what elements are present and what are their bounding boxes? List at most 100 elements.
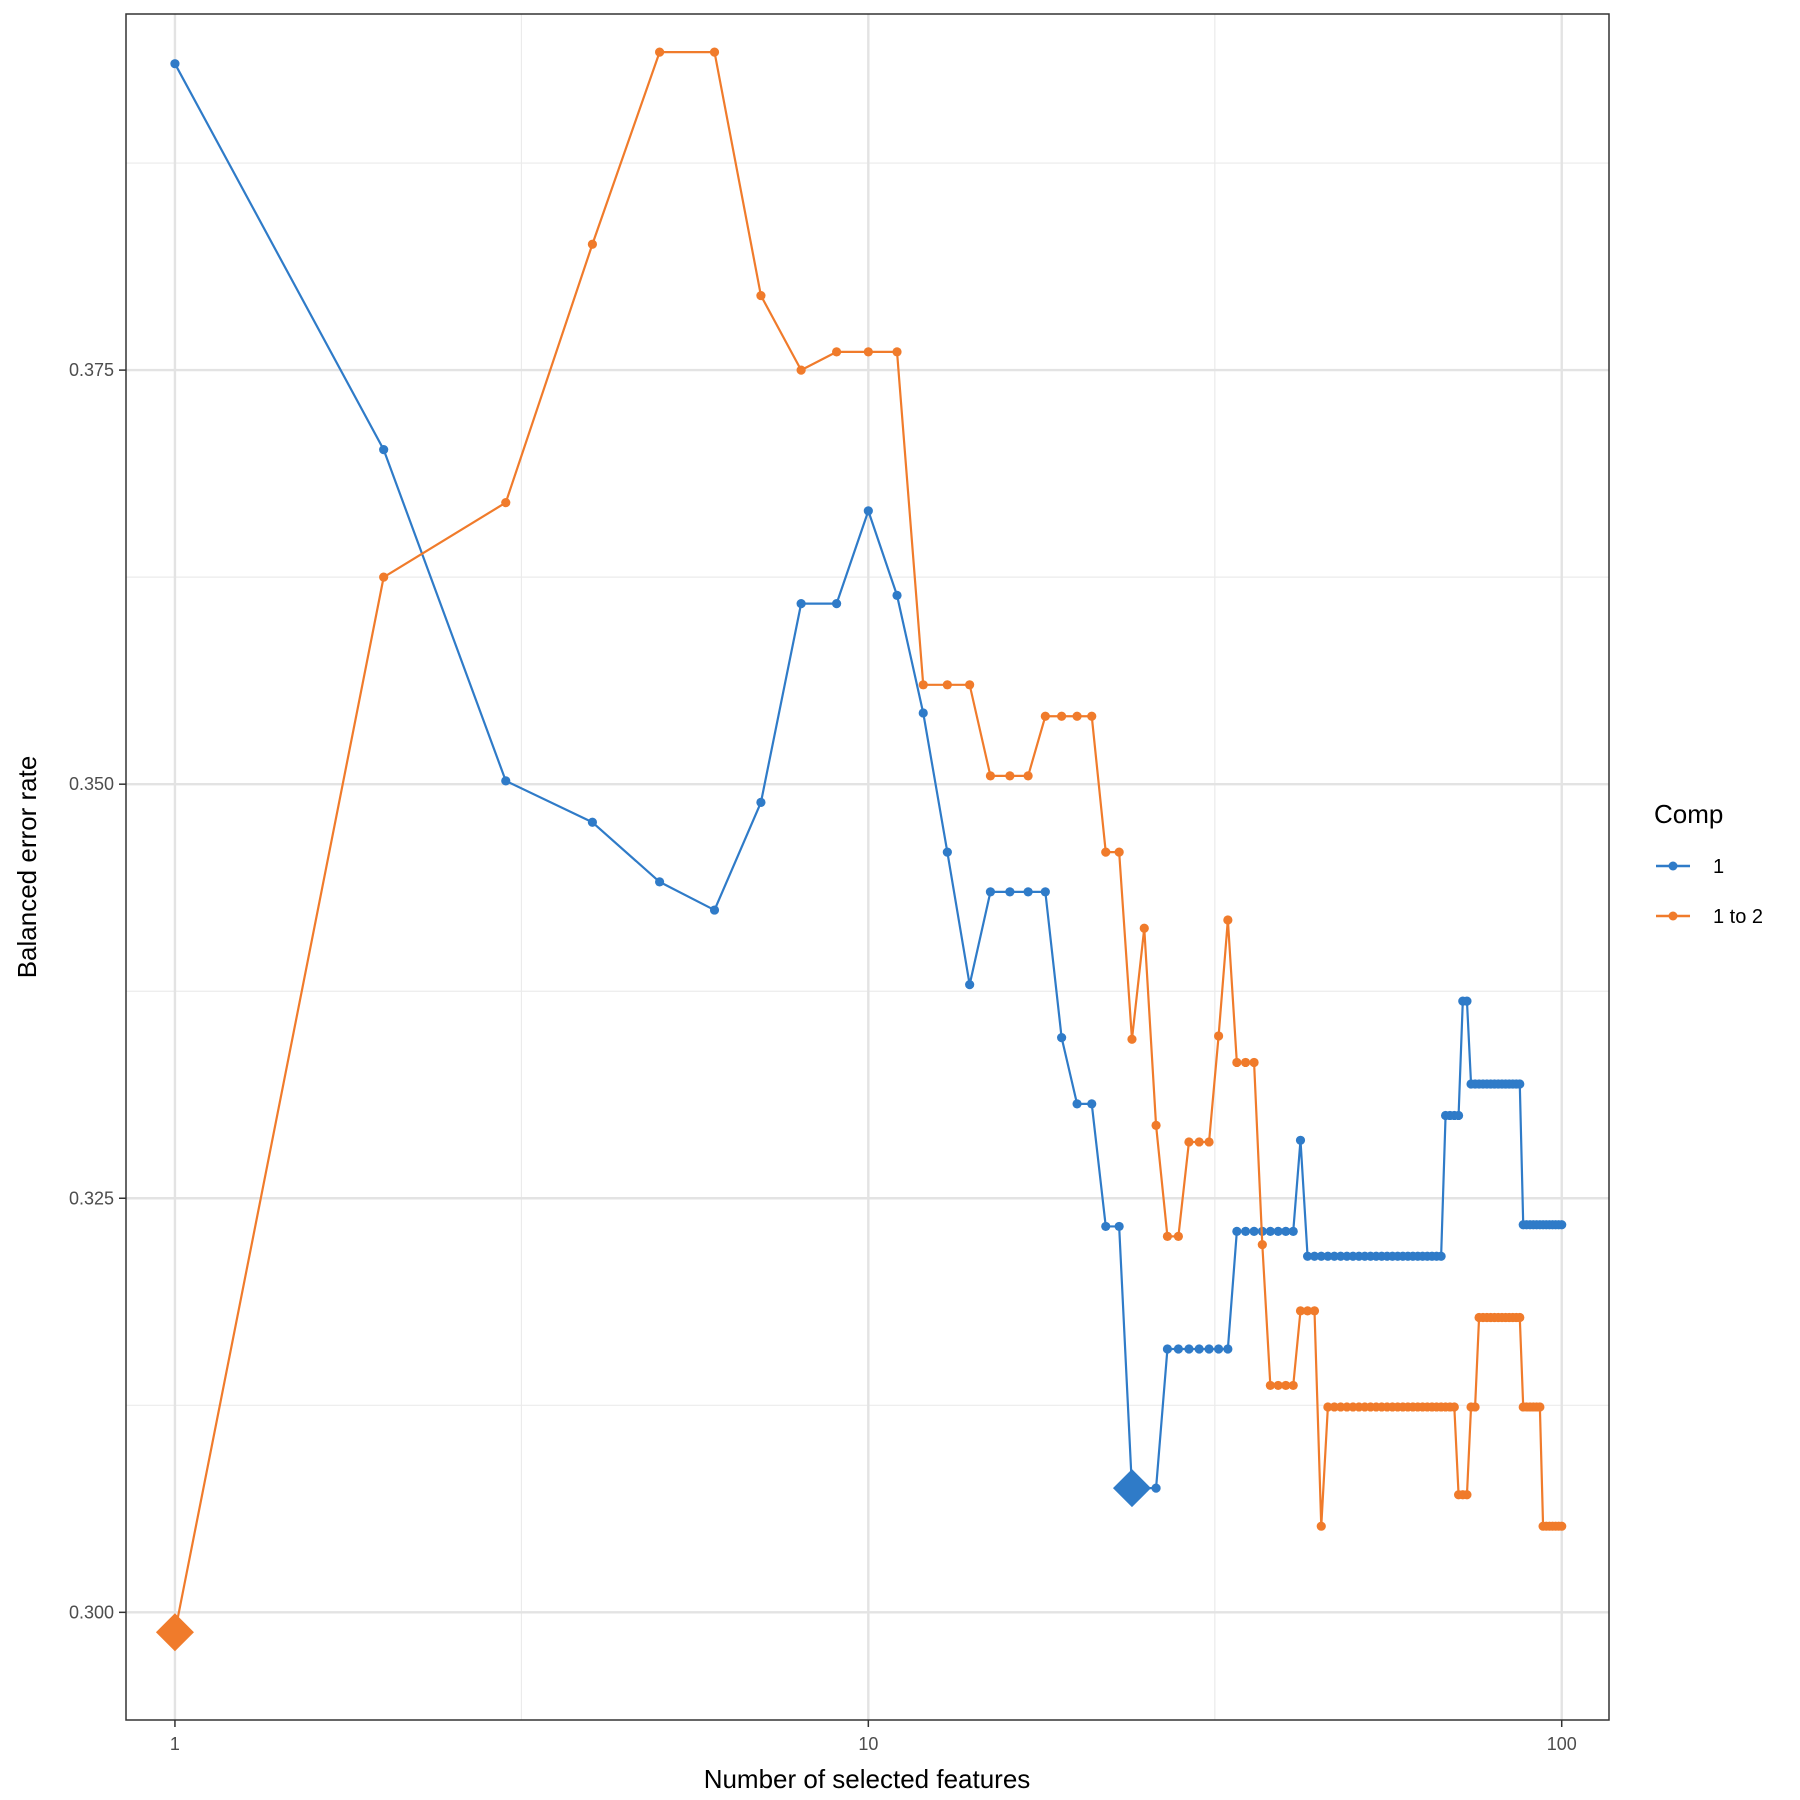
data-point [1223, 1344, 1233, 1354]
data-point [1101, 1221, 1111, 1232]
data-point [1309, 1306, 1320, 1316]
data-point [1005, 771, 1015, 781]
data-point [863, 347, 873, 357]
data-point [942, 847, 952, 857]
data-point [1114, 847, 1124, 857]
series-1-to-2 [155, 47, 1567, 1652]
grid-lines [126, 14, 1609, 1720]
legend-item-1-to-2: 1 to 2 [1656, 906, 1763, 928]
data-point [1151, 1483, 1161, 1493]
data-point [1329, 1251, 1339, 1261]
data-point [1232, 1226, 1242, 1236]
data-point [1462, 1490, 1472, 1500]
data-point [1453, 1110, 1464, 1121]
data-point [709, 905, 720, 915]
data-point [1515, 1312, 1525, 1323]
y-tick-label: 0.300 [69, 1602, 114, 1622]
data-point [1323, 1402, 1333, 1412]
data-point [709, 47, 720, 57]
data-point [1281, 1226, 1291, 1236]
data-point [1273, 1380, 1283, 1391]
data-point [1535, 1402, 1545, 1412]
data-point [1173, 1231, 1183, 1241]
data-point [1005, 887, 1015, 897]
data-point [1329, 1402, 1339, 1412]
data-point [1087, 1099, 1097, 1109]
data-point [587, 239, 598, 249]
data-point [863, 506, 873, 516]
data-point [965, 980, 975, 990]
optimum-marker-1-to-2 [155, 1613, 194, 1652]
data-point [985, 771, 996, 781]
data-point [1040, 711, 1050, 721]
data-point [1462, 996, 1472, 1006]
data-point [1557, 1521, 1567, 1531]
data-point [1127, 1034, 1137, 1044]
data-series [155, 47, 1567, 1652]
data-point [1257, 1240, 1267, 1250]
data-point [1173, 1344, 1183, 1354]
x-tick-label: 1 [170, 1734, 180, 1754]
data-point [1265, 1380, 1275, 1391]
y-axis-title: Balanced error rate [12, 756, 42, 979]
data-point [170, 59, 180, 69]
data-point [1249, 1057, 1259, 1068]
data-point [1072, 1099, 1082, 1109]
legend: Comp 1 1 to 2 [1654, 799, 1763, 928]
legend-title: Comp [1654, 799, 1723, 829]
legend-key-point-1-to-2 [1668, 911, 1678, 921]
data-point [379, 572, 389, 582]
data-point [985, 887, 996, 897]
data-point [942, 680, 952, 690]
axes: 1 10 100 0.300 0.325 0.350 0.375 [69, 360, 1577, 1754]
data-point [1223, 915, 1233, 925]
x-axis-title: Number of selected features [704, 1764, 1031, 1794]
legend-label-1: 1 [1713, 856, 1724, 878]
data-point [1557, 1220, 1567, 1230]
data-point [1288, 1380, 1298, 1391]
data-point [1162, 1344, 1173, 1354]
data-point [1162, 1231, 1173, 1241]
plot-border [125, 13, 1610, 1721]
data-point [1449, 1402, 1459, 1412]
data-point [1023, 887, 1033, 897]
data-point [1072, 711, 1082, 721]
data-point [1023, 771, 1033, 781]
x-tick-label: 10 [858, 1734, 878, 1754]
optimum-marker-1 [1112, 1469, 1151, 1508]
data-point [1214, 1344, 1224, 1354]
data-point [1101, 847, 1111, 857]
data-point [1114, 1221, 1124, 1232]
data-point [1232, 1057, 1242, 1068]
data-point [1273, 1226, 1283, 1236]
data-point [1214, 1031, 1224, 1041]
data-point [832, 599, 842, 609]
data-point [655, 877, 665, 887]
data-point [1151, 1120, 1161, 1130]
data-point [379, 445, 389, 455]
data-point [1240, 1057, 1251, 1068]
data-point [756, 797, 766, 808]
data-point [655, 47, 665, 57]
data-point [965, 680, 975, 690]
data-point [1184, 1137, 1194, 1147]
legend-key-point-1 [1668, 861, 1678, 871]
data-point [1302, 1251, 1313, 1261]
data-point [501, 776, 511, 786]
x-tick-label: 100 [1547, 1734, 1577, 1754]
data-point [1316, 1521, 1326, 1531]
data-point [1204, 1344, 1214, 1354]
y-tick-label: 0.375 [69, 360, 114, 380]
data-point [1515, 1079, 1525, 1089]
data-point [1194, 1344, 1204, 1354]
data-point [892, 347, 902, 357]
y-tick-label: 0.325 [69, 1188, 114, 1208]
data-point [1302, 1306, 1313, 1316]
data-point [796, 365, 806, 375]
data-point [1194, 1137, 1204, 1147]
data-point [892, 590, 902, 600]
legend-item-1: 1 [1656, 856, 1724, 878]
data-point [918, 708, 928, 718]
data-point [1470, 1402, 1480, 1412]
